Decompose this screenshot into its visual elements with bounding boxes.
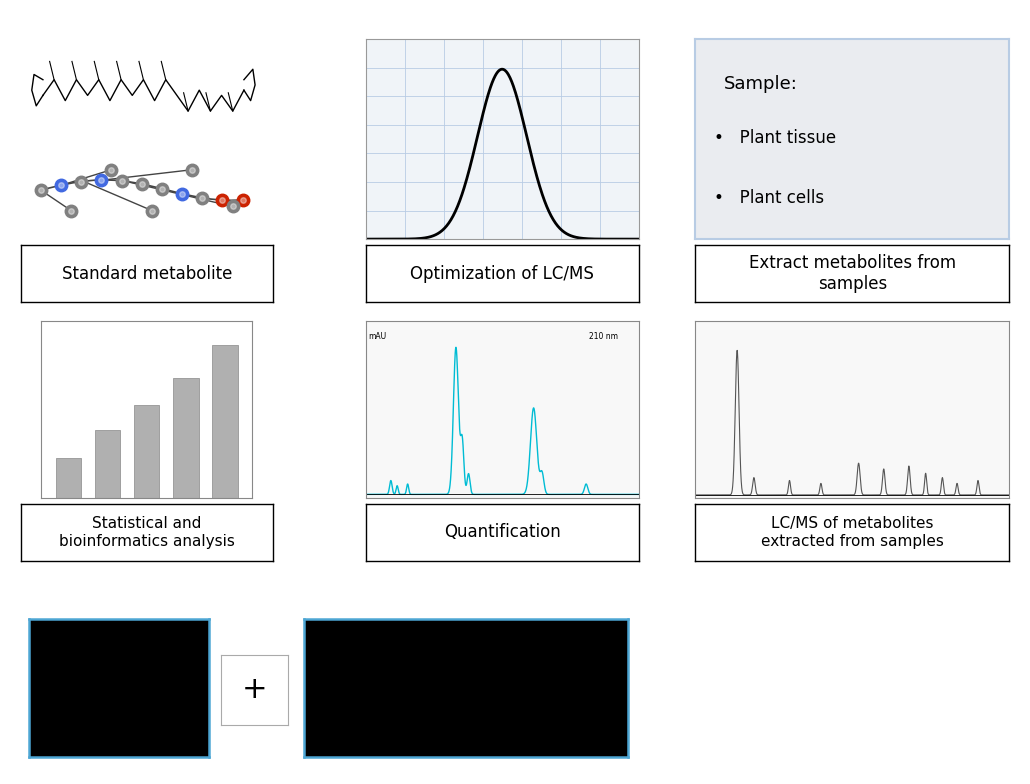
Text: Standard metabolite: Standard metabolite: [62, 265, 232, 282]
Text: •   Plant tissue: • Plant tissue: [714, 129, 836, 147]
Text: Statistical and
bioinformatics analysis: Statistical and bioinformatics analysis: [59, 516, 235, 549]
Bar: [134, 405, 160, 498]
Text: +: +: [242, 676, 268, 704]
Text: Sample:: Sample:: [723, 75, 797, 93]
Text: Extract metabolites from
samples: Extract metabolites from samples: [749, 254, 956, 293]
Text: LC/MS of metabolites
extracted from samples: LC/MS of metabolites extracted from samp…: [761, 516, 943, 549]
Text: mAU: mAU: [369, 332, 386, 341]
Bar: [212, 346, 238, 498]
Text: Optimization of LC/MS: Optimization of LC/MS: [410, 265, 594, 282]
Bar: [56, 458, 81, 498]
Text: Quantification: Quantification: [444, 524, 560, 541]
Bar: [95, 430, 121, 498]
Bar: [173, 378, 199, 498]
Text: •   Plant cells: • Plant cells: [714, 189, 824, 207]
Text: 210 nm: 210 nm: [589, 332, 618, 341]
